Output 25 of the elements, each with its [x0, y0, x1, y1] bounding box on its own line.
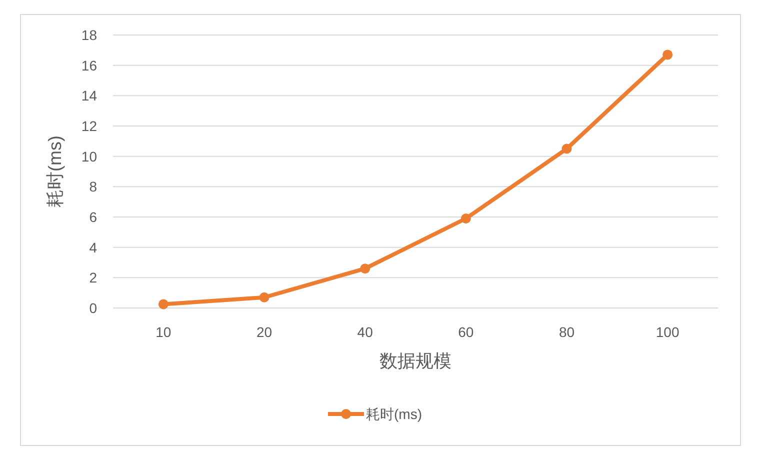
x-tick-label: 60 — [458, 324, 474, 340]
y-tick-label: 8 — [89, 178, 98, 195]
y-axis-title: 耗时(ms) — [45, 136, 65, 208]
y-tick-label: 10 — [81, 148, 98, 164]
point — [460, 214, 471, 224]
x-tick-label: 40 — [357, 324, 374, 340]
x-tick-label: 80 — [558, 324, 575, 340]
point — [360, 264, 370, 274]
y-tick-label: 2 — [89, 270, 98, 286]
y-tick-label: 12 — [81, 118, 98, 134]
x-tick-label: 20 — [256, 324, 272, 340]
point — [158, 299, 168, 310]
x-tick-label: 100 — [656, 324, 680, 340]
y-tick-label: 6 — [89, 209, 98, 225]
point — [259, 292, 270, 302]
x-tick-label: 10 — [156, 324, 172, 340]
y-tick-label: 16 — [81, 57, 98, 74]
point — [562, 144, 572, 154]
y-tick-label: 18 — [81, 27, 98, 43]
y-tick-label: 0 — [89, 300, 98, 316]
legend-label: 耗时(ms) — [366, 406, 422, 422]
point — [662, 50, 673, 60]
y-tick-label: 14 — [81, 88, 98, 104]
y-tick-label: 4 — [89, 239, 98, 256]
x-axis-title: 数据规模 — [380, 351, 452, 371]
